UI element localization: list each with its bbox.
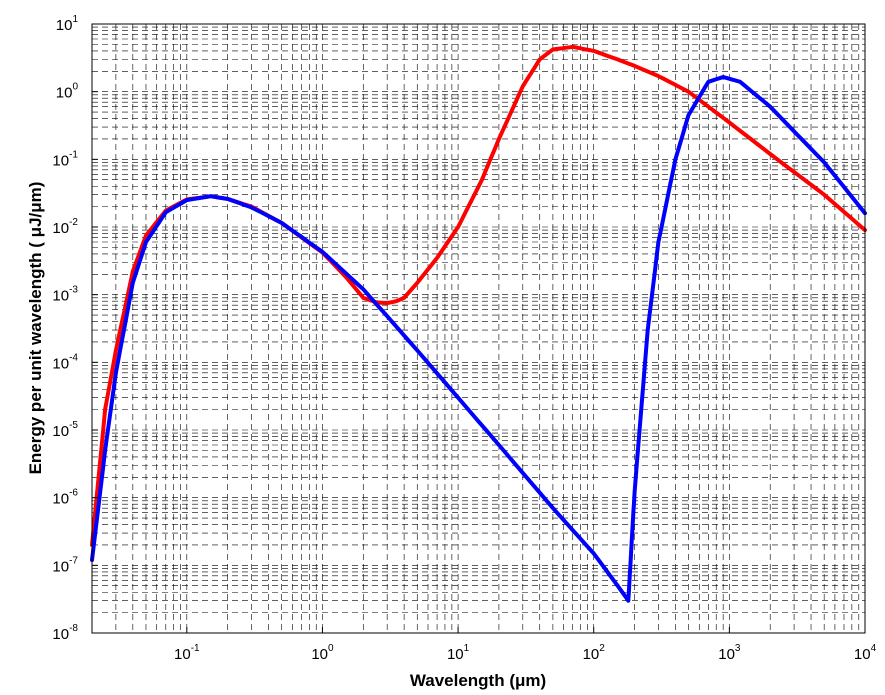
tick-label-base: 10: [56, 85, 73, 102]
tick-label-base: 10: [56, 17, 73, 34]
tick-label-exponent: 1: [464, 643, 470, 654]
tick-label-exponent: -2: [69, 217, 78, 228]
tick-label-exponent: 2: [599, 643, 605, 654]
tick-label-exponent: 0: [328, 643, 334, 654]
data-series: [90, 44, 867, 603]
tick-label-exponent: 4: [871, 643, 877, 654]
y-tick-label: 10-1: [52, 149, 78, 169]
tick-label-exponent: -6: [69, 488, 78, 499]
tick-label-exponent: -5: [69, 420, 78, 431]
tick-label-base: 10: [311, 646, 328, 663]
tick-label-base: 10: [52, 626, 69, 643]
x-tick-label: 10-1: [174, 643, 200, 663]
plot-area: [92, 24, 865, 633]
tick-label-exponent: -1: [191, 643, 200, 654]
tick-label-base: 10: [718, 646, 735, 663]
y-tick-label: 10-2: [52, 217, 78, 237]
tick-label-exponent: 1: [72, 14, 78, 25]
tick-label-base: 10: [583, 646, 600, 663]
x-tick-label: 104: [854, 643, 877, 663]
y-tick-label: 100: [56, 82, 79, 102]
y-tick-label: 10-8: [52, 623, 78, 643]
plot-frame: [91, 23, 866, 634]
y-tick-label: 101: [56, 14, 79, 34]
tick-label-exponent: -3: [69, 285, 78, 296]
tick-label-exponent: -8: [69, 623, 78, 634]
tick-label-base: 10: [52, 491, 69, 508]
tick-label-base: 10: [52, 355, 69, 372]
tick-label-base: 10: [854, 646, 871, 663]
tick-label-base: 10: [174, 646, 191, 663]
x-tick-label: 103: [718, 643, 741, 663]
y-axis-label: Energy per unit wavelength ( μJ/μm): [26, 182, 45, 475]
y-tick-label: 10-5: [52, 420, 78, 440]
y-tick-label: 10-7: [52, 555, 78, 575]
y-tick-label: 10-3: [52, 285, 78, 305]
tick-label-exponent: -4: [69, 352, 78, 363]
series-line-2: [90, 75, 867, 603]
y-tick-label: 10-4: [52, 352, 78, 372]
tick-label-base: 10: [447, 646, 464, 663]
y-tick-label: 10-6: [52, 488, 78, 508]
tick-label-base: 10: [52, 423, 69, 440]
x-axis-label: Wavelength (μm): [410, 671, 546, 690]
axis-ticks: 10-1 100 101 102 103 10410-810-710-610-510-41…: [52, 14, 876, 663]
tick-label-exponent: 3: [735, 643, 741, 654]
tick-label-base: 10: [52, 288, 69, 305]
x-tick-label: 100: [311, 643, 334, 663]
grid-lines: [92, 24, 865, 633]
tick-label-base: 10: [52, 152, 69, 169]
x-tick-label: 102: [583, 643, 606, 663]
tick-label-exponent: -1: [69, 149, 78, 160]
x-tick-label: 101: [447, 643, 470, 663]
tick-label-exponent: -7: [69, 555, 78, 566]
tick-label-base: 10: [52, 558, 69, 575]
tick-label-base: 10: [52, 220, 69, 237]
tick-label-exponent: 0: [72, 82, 78, 93]
